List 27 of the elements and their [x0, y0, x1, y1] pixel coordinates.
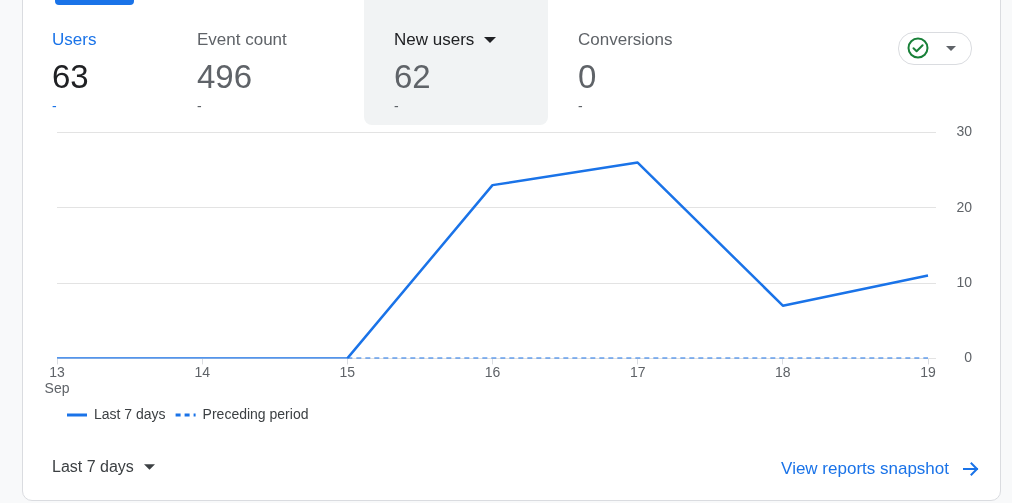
- text: -: [197, 98, 202, 114]
- y-tick-label: 0: [964, 349, 973, 366]
- text: 63: [52, 58, 89, 96]
- text: -: [578, 98, 583, 114]
- x-tick-label: 16: [484, 363, 501, 380]
- text: View reports snapshot: [781, 459, 949, 478]
- x-tick-label: 13 Sep: [44, 363, 70, 397]
- text: 496: [197, 58, 253, 96]
- text: Event count: [197, 30, 287, 50]
- text: Conversions: [578, 30, 673, 50]
- x-tick-label: 14: [194, 363, 211, 380]
- text: -: [394, 98, 399, 114]
- legend-label: Last 7 days: [94, 405, 166, 422]
- legend-label: Preceding period: [202, 405, 309, 422]
- text: New users: [394, 30, 475, 50]
- text: 0: [578, 58, 597, 96]
- x-tick-label: 19: [920, 363, 936, 380]
- text: Last 7 days: [52, 457, 134, 477]
- y-tick-label: 30: [956, 123, 973, 140]
- text: 62: [394, 58, 431, 96]
- text: Users: [52, 30, 97, 50]
- y-tick-label: 20: [956, 198, 973, 215]
- text: -: [52, 98, 57, 114]
- x-tick-label: 17: [629, 363, 646, 380]
- x-tick-label: 15: [339, 363, 356, 380]
- x-tick-label: 18: [775, 363, 791, 380]
- y-tick-label: 10: [956, 273, 973, 290]
